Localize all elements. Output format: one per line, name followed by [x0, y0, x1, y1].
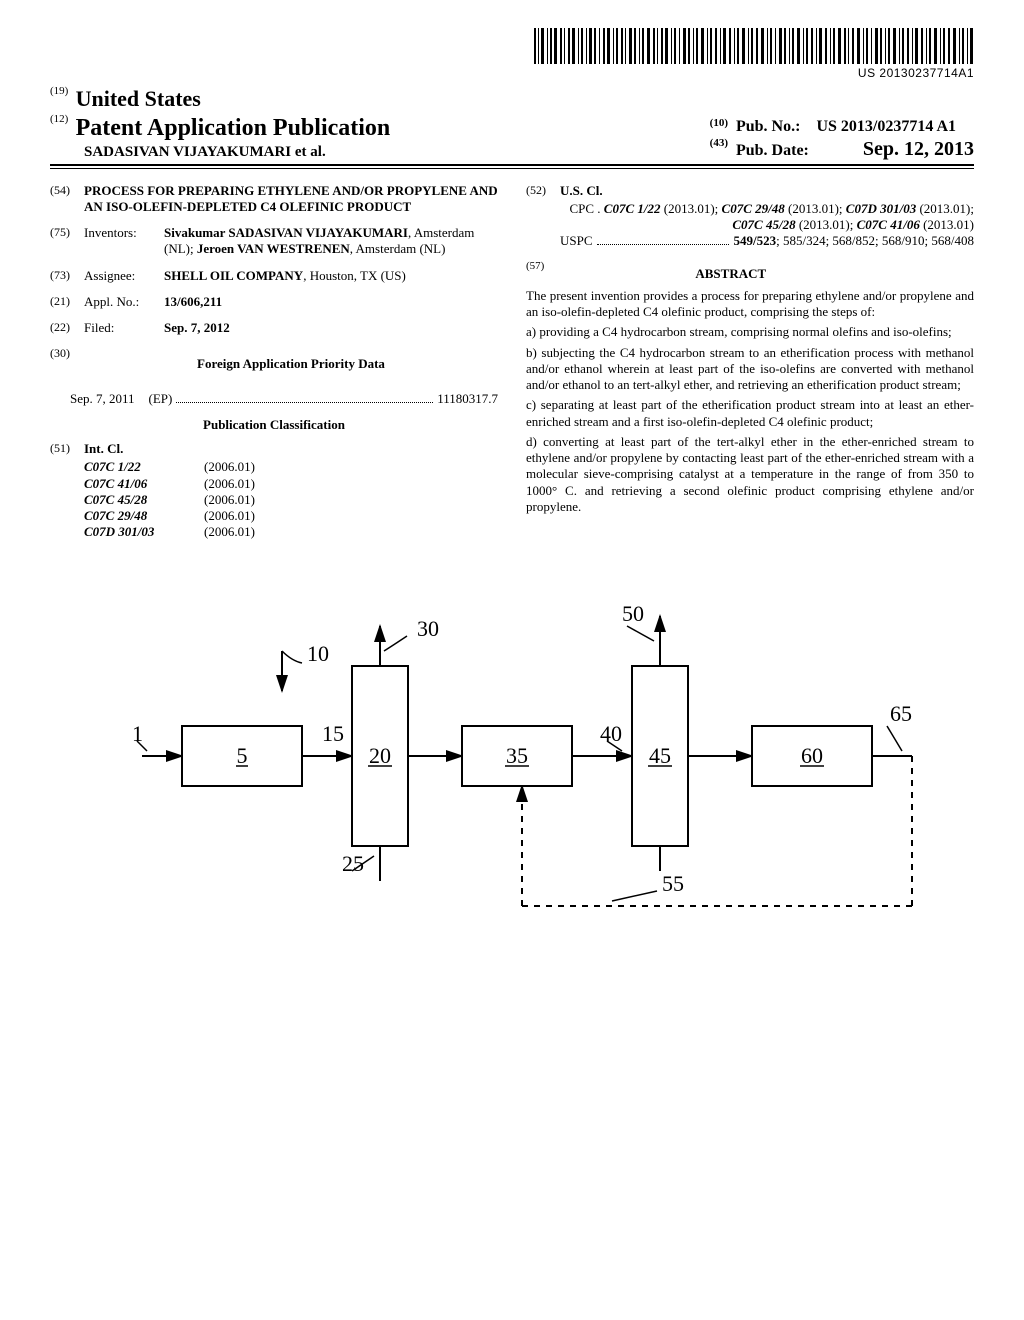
pubno-value: US 2013/0237714 A1 [816, 118, 956, 135]
barcode-svg [534, 28, 974, 64]
intcl-ver: (2006.01) [204, 524, 255, 540]
svg-text:30: 30 [417, 616, 439, 641]
svg-text:65: 65 [890, 701, 912, 726]
foreign-date: Sep. 7, 2011 [70, 391, 135, 407]
pubclass-heading: Publication Classification [50, 417, 498, 433]
svg-text:45: 45 [649, 743, 671, 768]
field-10: (10) [710, 117, 728, 129]
field-30: (30) [50, 346, 84, 380]
publication-type: Patent Application Publication [76, 115, 391, 141]
cpc-block: CPC . C07C 1/22 (2013.01); C07C 29/48 (2… [560, 201, 974, 234]
filed-value: Sep. 7, 2012 [164, 320, 230, 335]
biblio-columns: (54) PROCESS FOR PREPARING ETHYLENE AND/… [50, 183, 974, 541]
foreign-number: 11180317.7 [437, 391, 498, 407]
invention-title: PROCESS FOR PREPARING ETHYLENE AND/OR PR… [84, 183, 498, 216]
uscl-label: U.S. Cl. [560, 183, 603, 198]
intcl-code: C07D 301/03 [84, 524, 204, 540]
intcl-code: C07C 1/22 [84, 459, 204, 475]
svg-text:50: 50 [622, 601, 644, 626]
barcode-block: US 20130237714A1 [50, 28, 974, 81]
pubno-label: Pub. No.: [736, 118, 800, 135]
diagram-svg: 5 20 35 45 60 1 10 15 30 25 40 50 55 65 [52, 591, 972, 931]
intcl-code: C07C 29/48 [84, 508, 204, 524]
right-column: (52) U.S. Cl. CPC . C07C 1/22 (2013.01);… [526, 183, 974, 541]
field-19: (19) [50, 85, 68, 97]
svg-text:5: 5 [237, 743, 248, 768]
appl-label: Appl. No.: [84, 294, 164, 310]
process-diagram: 5 20 35 45 60 1 10 15 30 25 40 50 55 65 [50, 591, 974, 931]
field-57: (57) [526, 260, 544, 272]
left-column: (54) PROCESS FOR PREPARING ETHYLENE AND/… [50, 183, 498, 541]
abstract-step-c: c) separating at least part of the ether… [526, 397, 974, 430]
cpc-label: CPC [569, 201, 594, 216]
appl-value: 13/606,211 [164, 294, 222, 309]
foreign-region: (EP) [149, 391, 173, 407]
intcl-code: C07C 45/28 [84, 492, 204, 508]
country: United States [76, 86, 201, 111]
abstract-step-b: b) subjecting the C4 hydrocarbon stream … [526, 345, 974, 394]
svg-text:20: 20 [369, 743, 391, 768]
barcode-text: US 20130237714A1 [534, 66, 974, 81]
field-73: (73) [50, 268, 84, 284]
svg-text:55: 55 [662, 871, 684, 896]
abstract-intro: The present invention provides a process… [526, 288, 974, 321]
pubdate-value: Sep. 12, 2013 [863, 138, 974, 160]
field-22: (22) [50, 320, 84, 336]
inventors-value: Sivakumar SADASIVAN VIJAYAKUMARI, Amster… [164, 225, 498, 258]
inventors-label: Inventors: [84, 225, 164, 258]
svg-text:25: 25 [342, 851, 364, 876]
svg-text:15: 15 [322, 721, 344, 746]
field-75: (75) [50, 225, 84, 258]
intcl-ver: (2006.01) [204, 492, 255, 508]
field-12: (12) [50, 113, 68, 125]
svg-text:1: 1 [132, 721, 143, 746]
abstract-step-d: d) converting at least part of the tert-… [526, 434, 974, 515]
assignee-label: Assignee: [84, 268, 164, 284]
abstract-label: ABSTRACT [552, 266, 910, 282]
header: (19) United States (12) Patent Applicati… [50, 85, 974, 165]
assignee-value: SHELL OIL COMPANY, Houston, TX (US) [164, 268, 498, 284]
filed-label: Filed: [84, 320, 164, 336]
barcode: US 20130237714A1 [534, 28, 974, 81]
field-54: (54) [50, 183, 84, 216]
svg-text:35: 35 [506, 743, 528, 768]
svg-text:60: 60 [801, 743, 823, 768]
intcl-code: C07C 41/06 [84, 476, 204, 492]
intcl-ver: (2006.01) [204, 459, 255, 475]
svg-text:10: 10 [307, 641, 329, 666]
intcl-label: Int. Cl. [84, 441, 123, 456]
field-21: (21) [50, 294, 84, 310]
pubdate-label: Pub. Date: [736, 142, 809, 159]
abstract-step-a: a) providing a C4 hydrocarbon stream, co… [526, 324, 974, 340]
uspc-label: USPC [560, 233, 593, 249]
field-51: (51) [50, 441, 84, 457]
intcl-ver: (2006.01) [204, 508, 255, 524]
authors-line: SADASIVAN VIJAYAKUMARI et al. [50, 143, 390, 162]
intcl-ver: (2006.01) [204, 476, 255, 492]
field-43: (43) [710, 137, 728, 149]
foreign-heading: Foreign Application Priority Data [84, 356, 498, 372]
svg-text:40: 40 [600, 721, 622, 746]
field-52: (52) [526, 183, 560, 199]
